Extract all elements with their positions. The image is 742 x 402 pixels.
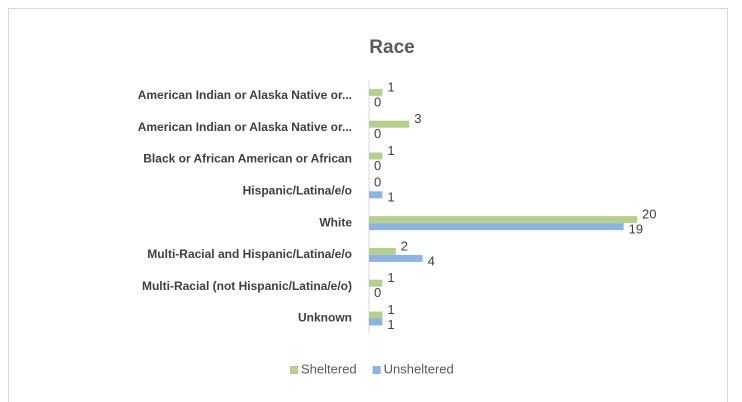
y-tick-label: American Indian or Alaska Native or... [138,88,352,102]
data-label: 1 [387,143,394,158]
data-label: 3 [414,111,421,126]
y-tick-label: Multi-Racial and Hispanic/Latina/e/o [147,247,352,261]
data-label: 0 [374,175,381,190]
y-tick-label: Black or African American or African [143,152,352,166]
legend-label: Unsheltered [384,361,454,376]
bar [369,311,383,319]
data-label: 20 [642,207,656,222]
legend-swatch [372,366,381,374]
data-label: 2 [401,238,408,253]
data-label: 1 [387,317,394,332]
data-label: 1 [387,190,394,205]
bar [369,247,396,255]
bar [369,120,410,128]
legend-label: Sheltered [301,361,357,376]
y-tick-label: American Indian or Alaska Native or... [138,120,352,134]
data-label: 0 [374,158,381,173]
bar [369,223,624,231]
bar [369,191,383,199]
y-tick-label: White [319,215,352,229]
bar [369,279,383,287]
y-tick-label: Unknown [298,311,352,325]
data-label: 0 [374,126,381,141]
y-tick-label: Multi-Racial (not Hispanic/Latina/e/o) [142,279,352,293]
bar [369,152,383,160]
data-label: 1 [387,79,394,94]
legend-swatch [290,366,298,374]
chart-title: Race [369,37,414,58]
bar [369,254,423,262]
data-label: 1 [387,302,394,317]
bar [369,318,383,326]
data-label: 1 [387,270,394,285]
data-label: 0 [374,94,381,109]
bar [369,216,637,224]
data-label: 4 [428,253,435,268]
y-tick-label: Hispanic/Latina/e/o [243,183,352,197]
bar [369,88,383,96]
data-label: 19 [629,222,643,237]
data-label: 0 [374,285,381,300]
